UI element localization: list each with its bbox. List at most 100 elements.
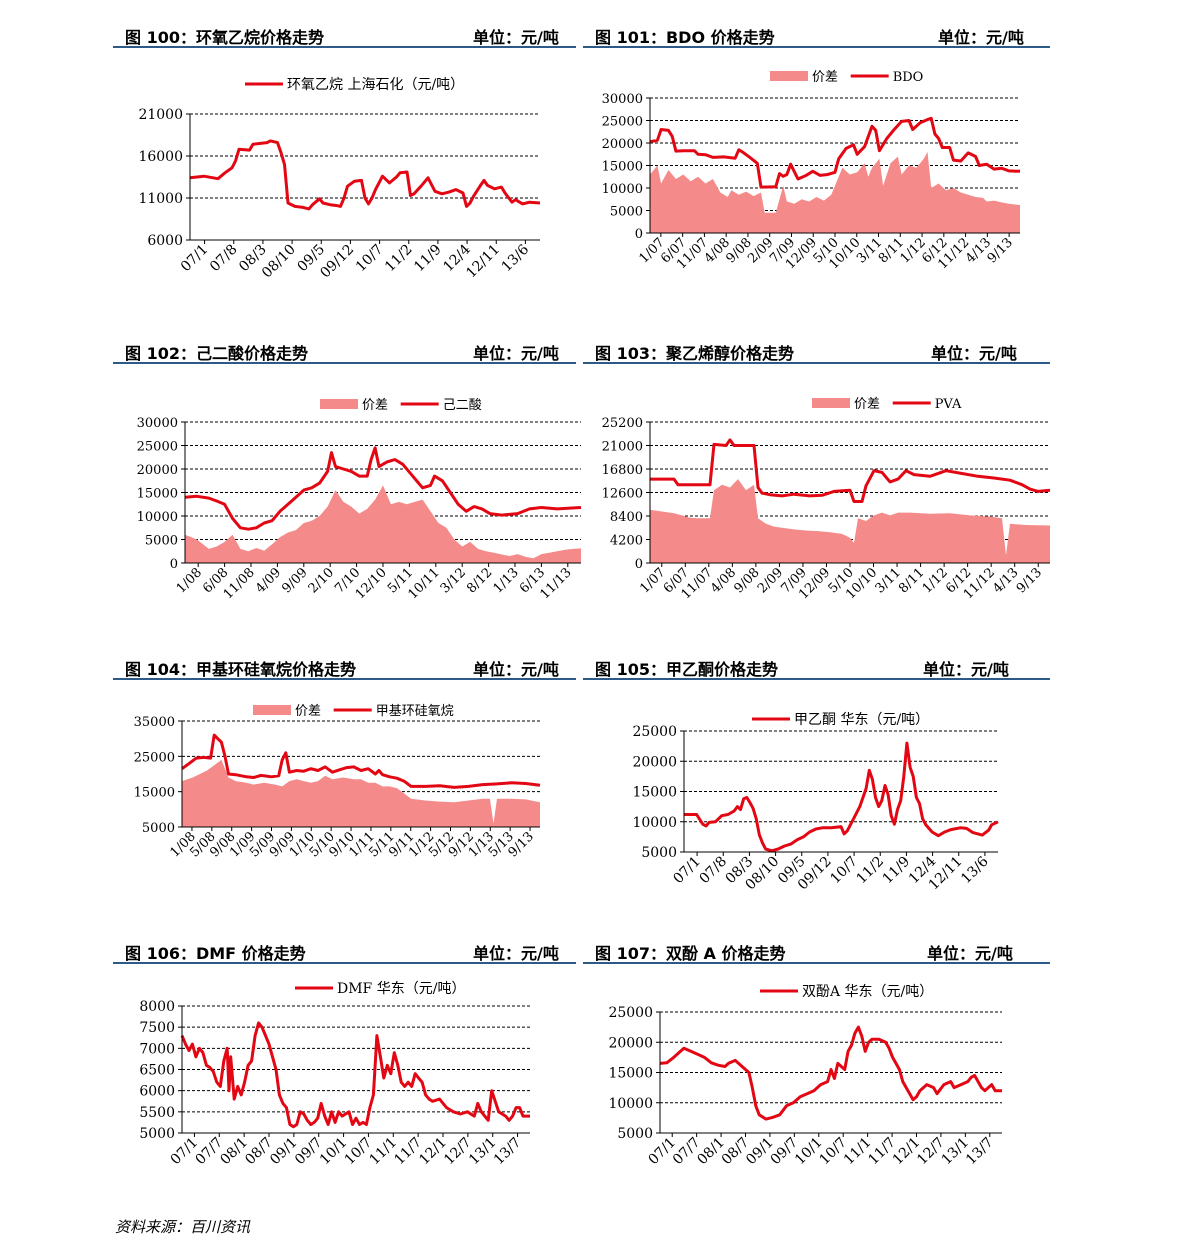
- axes: [181, 1006, 530, 1134]
- panel-unit: 单位：元/吨: [931, 344, 1017, 363]
- chart-panel-3: 图 103：聚乙烯醇价格走势 单位：元/吨: [583, 326, 1050, 366]
- x-tick-label: 4/13: [990, 565, 1021, 596]
- y-tick-label: 4200: [610, 534, 643, 549]
- chart-2: 0500010000150002000025000300001/086/0811…: [137, 398, 582, 602]
- panel-title: 图 102：己二酸价格走势: [125, 344, 308, 363]
- panel-header: 图 100：环氧乙烷价格走势 单位：元/吨: [113, 10, 576, 48]
- chart-panel-4: 图 104：甲基环硅氧烷价格走势 单位：元/吨: [113, 642, 576, 682]
- chart-panel-1: 图 101：BDO 价格走势 单位：元/吨: [583, 10, 1050, 50]
- panel-header: 图 102：己二酸价格走势 单位：元/吨: [113, 326, 576, 364]
- panel-header: 图 104：甲基环硅氧烷价格走势 单位：元/吨: [113, 642, 576, 680]
- price-line: [181, 733, 541, 789]
- y-tick-label: 15000: [632, 785, 677, 801]
- chart-panel-5: 图 105：甲乙酮价格走势 单位：元/吨: [583, 642, 1050, 682]
- x-tick-label: 07/8: [697, 854, 731, 888]
- panel-title: 图 101：BDO 价格走势: [595, 28, 775, 47]
- x-tick-label: 9/08: [731, 565, 762, 596]
- panel-unit: 单位：元/吨: [473, 28, 559, 47]
- legend-label: 环氧乙烷 上海石化（元/吨）: [287, 77, 464, 93]
- x-tick-label: 8/11: [896, 565, 927, 596]
- y-tick-label: 16000: [138, 149, 183, 165]
- price-line: [184, 446, 582, 531]
- y-tick-label: 25000: [137, 440, 178, 455]
- panel-header: 图 103：聚乙烯醇价格走势 单位：元/吨: [583, 326, 1050, 364]
- spread-area: [185, 485, 581, 563]
- y-tick-label: 21000: [602, 440, 643, 455]
- y-tick-label: 6500: [139, 1063, 175, 1079]
- x-tick-label: 4/08: [708, 565, 739, 596]
- axes: [659, 1012, 1002, 1134]
- chart-0: 600011000160002100007/107/808/308/1009/5…: [138, 77, 541, 281]
- y-tick-label: 12600: [602, 487, 643, 502]
- legend-label: BDO: [893, 70, 924, 85]
- legend-swatch-area: [253, 705, 291, 715]
- legend-label: 价差: [812, 70, 838, 85]
- y-tick-label: 25000: [602, 115, 643, 130]
- y-tick-label: 20000: [602, 137, 643, 152]
- y-tick-label: 20000: [608, 1035, 653, 1051]
- axes: [683, 731, 998, 853]
- x-tick-label: 1/12: [920, 565, 951, 596]
- legend-label: 双酚A 华东（元/吨）: [802, 984, 933, 1000]
- y-tick-label: 25200: [602, 416, 643, 431]
- axes: [184, 422, 581, 564]
- y-tick-label: 5000: [617, 1126, 653, 1142]
- y-tick-label: 10000: [602, 182, 643, 197]
- y-tick-label: 6000: [147, 233, 183, 249]
- y-tick-label: 5000: [641, 845, 677, 861]
- panel-title: 图 103：聚乙烯醇价格走势: [595, 344, 794, 363]
- spread-area: [650, 152, 1020, 233]
- y-tick-label: 10000: [608, 1096, 653, 1112]
- legend-label: 甲乙酮 华东（元/吨）: [794, 712, 929, 728]
- y-tick-label: 20000: [632, 754, 677, 770]
- panel-header: 图 105：甲乙酮价格走势 单位：元/吨: [583, 642, 1050, 680]
- y-tick-label: 25000: [608, 1005, 653, 1021]
- chart-1: 0500010000150002000025000300001/076/0711…: [602, 70, 1021, 272]
- spread-area: [650, 479, 1050, 563]
- panel-unit: 单位：元/吨: [473, 344, 559, 363]
- panel-unit: 单位：元/吨: [473, 944, 559, 963]
- panel-title: 图 107：双酚 A 价格走势: [595, 944, 786, 963]
- x-tick-label: 9/13: [1014, 565, 1045, 596]
- y-tick-label: 5500: [139, 1105, 175, 1121]
- panel-header: 图 106：DMF 价格走势 单位：元/吨: [113, 926, 576, 964]
- chart-7: 50001000015000200002500007/107/708/108/7…: [608, 984, 1002, 1169]
- panel-title: 图 104：甲基环硅氧烷价格走势: [125, 660, 356, 679]
- y-tick-label: 5000: [139, 1126, 175, 1142]
- x-tick-label: 9/13: [985, 235, 1016, 266]
- y-tick-label: 8000: [139, 999, 175, 1015]
- y-tick-label: 25000: [632, 724, 677, 740]
- panel-unit: 单位：元/吨: [473, 660, 559, 679]
- y-tick-label: 20000: [137, 463, 178, 478]
- axes: [649, 98, 1020, 234]
- x-tick-label: 11/9: [880, 854, 914, 888]
- legend-swatch-area: [812, 398, 850, 408]
- legend-label: DMF 华东（元/吨）: [337, 981, 465, 997]
- chart-4: 50001500025000350001/085/089/081/095/099…: [134, 704, 541, 860]
- panel-header: 图 101：BDO 价格走势 单位：元/吨: [583, 10, 1050, 48]
- axes: [181, 721, 540, 828]
- y-tick-label: 6000: [139, 1084, 175, 1100]
- chart-3: 042008400126001680021000252001/076/0711/…: [602, 397, 1051, 602]
- x-tick-label: 11/2: [854, 854, 888, 888]
- y-tick-label: 15000: [137, 487, 178, 502]
- panel-header: 图 107：双酚 A 价格走势 单位：元/吨: [583, 926, 1050, 964]
- chart-panel-2: 图 102：己二酸价格走势 单位：元/吨: [113, 326, 576, 366]
- y-tick-label: 10000: [137, 510, 178, 525]
- price-line: [180, 1021, 530, 1129]
- x-tick-label: 2/09: [755, 565, 786, 596]
- spread-area: [182, 759, 540, 827]
- y-tick-label: 35000: [134, 715, 175, 730]
- price-line: [659, 1025, 1002, 1121]
- y-tick-label: 0: [635, 227, 643, 242]
- y-tick-label: 15000: [134, 786, 175, 801]
- y-tick-label: 0: [635, 557, 643, 572]
- x-tick-label: 13/6: [958, 853, 992, 887]
- panel-unit: 单位：元/吨: [923, 660, 1009, 679]
- legend-label: PVA: [935, 397, 962, 412]
- x-tick-label: 13/7: [963, 1135, 997, 1169]
- y-tick-label: 5000: [142, 821, 175, 836]
- legend-label: 甲基环硅氧烷: [376, 704, 454, 719]
- panel-title: 图 106：DMF 价格走势: [125, 944, 306, 963]
- x-tick-label: 3/11: [873, 565, 904, 596]
